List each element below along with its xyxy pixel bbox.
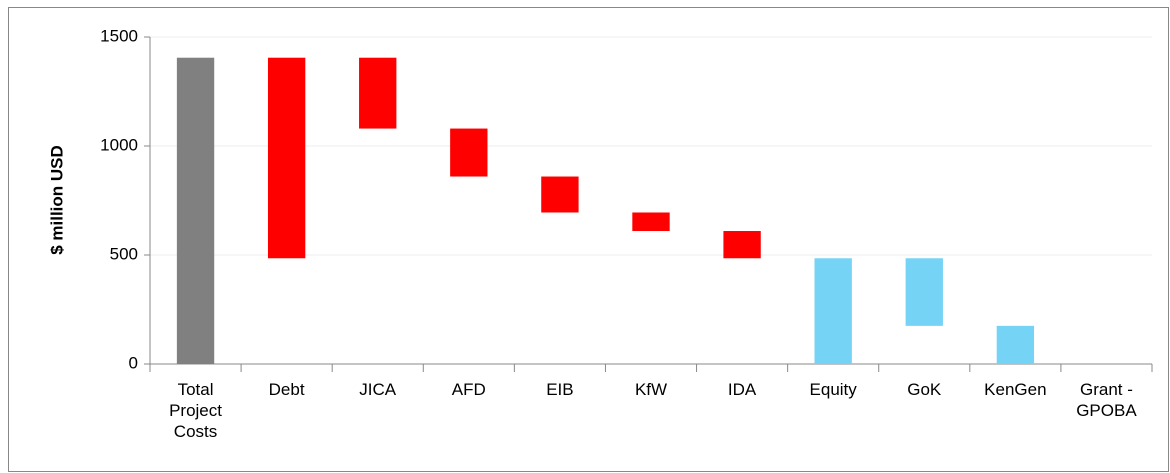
x-tick-label: GoK bbox=[907, 380, 942, 399]
x-tick-label: Debt bbox=[268, 380, 305, 399]
x-tick-label: IDA bbox=[727, 380, 757, 399]
x-tick-label: JICA bbox=[359, 380, 397, 399]
bar bbox=[814, 258, 852, 364]
y-tick-label: 500 bbox=[110, 244, 138, 263]
y-axis-title: $ million USD bbox=[47, 145, 66, 255]
y-tick-label: 1500 bbox=[100, 26, 138, 45]
bar bbox=[541, 176, 579, 213]
bar bbox=[905, 258, 943, 326]
bar bbox=[723, 231, 761, 259]
bar bbox=[632, 212, 670, 232]
x-tick-label: KfW bbox=[634, 380, 668, 399]
x-tick-label: Equity bbox=[809, 380, 857, 399]
x-tick-label: EIB bbox=[546, 380, 574, 399]
bar bbox=[450, 128, 488, 177]
y-tick-label: 0 bbox=[129, 353, 138, 372]
x-tick-label: KenGen bbox=[984, 380, 1047, 399]
y-tick-label: 1000 bbox=[100, 135, 138, 154]
bar bbox=[996, 325, 1035, 364]
x-tick-label: AFD bbox=[451, 380, 486, 399]
bar bbox=[267, 57, 306, 259]
bar bbox=[176, 57, 215, 365]
bar bbox=[359, 57, 397, 129]
x-tick-label: Total Project Costs bbox=[169, 380, 222, 441]
chart-border bbox=[8, 7, 1169, 472]
x-tick-label: Grant - GPOBA bbox=[1076, 380, 1137, 420]
